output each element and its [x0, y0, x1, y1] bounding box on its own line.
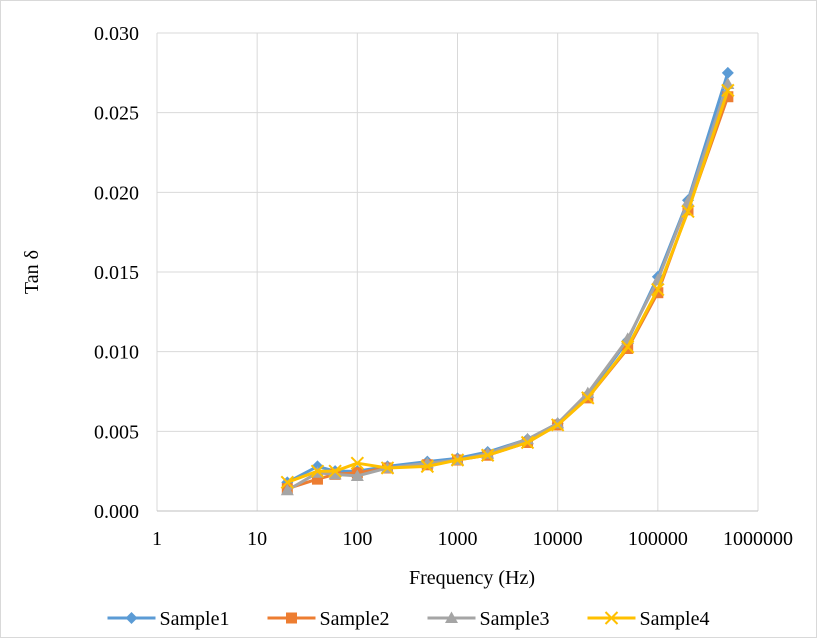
y-tick-label: 0.010: [94, 342, 139, 364]
data-point: [420, 459, 435, 474]
legend: Sample1 Sample2 Sample3 Sample4: [107, 608, 710, 630]
data-point: [480, 448, 495, 462]
legend-item-sample3: Sample3: [427, 608, 550, 630]
data-point: [310, 464, 325, 478]
data-point: [721, 83, 735, 98]
y-tick-label: 0.025: [94, 103, 139, 125]
series-sample4: [280, 83, 735, 490]
data-point: [350, 456, 365, 470]
tick-labels: 0.000 0.005 0.010 0.015 0.020 0.025 0.030 1 10 10…: [94, 23, 793, 550]
legend-item-sample4: Sample4: [587, 608, 710, 630]
data-point: [280, 475, 295, 490]
data-point: [651, 282, 665, 297]
legend-marker: [286, 612, 297, 624]
y-tick-label: 0.000: [94, 501, 139, 523]
legend-marker: [445, 611, 458, 623]
y-tick-label: 0.020: [94, 182, 139, 204]
x-tick-label: 100: [342, 528, 372, 550]
x-tick-label: 1: [152, 528, 162, 550]
x-tick-label: 1000000: [723, 528, 793, 550]
data-point: [328, 464, 342, 478]
x-tick-label: 10: [247, 528, 267, 550]
legend-label: Sample3: [480, 608, 550, 630]
y-tick-label: 0.005: [94, 421, 139, 443]
legend-item-sample1: Sample1: [107, 608, 230, 630]
series-area: [280, 66, 735, 496]
x-axis-title: Frequency (Hz): [409, 567, 535, 589]
legend-item-sample2: Sample2: [267, 608, 390, 630]
legend-marker: [125, 612, 138, 624]
legend-label: Sample2: [320, 608, 390, 630]
data-point: [450, 453, 465, 467]
legend-label: Sample4: [640, 608, 710, 630]
y-axis-title: Tan δ: [21, 250, 43, 294]
data-point: [721, 66, 734, 79]
x-tick-label: 10000: [533, 528, 583, 550]
y-tick-label: 0.030: [94, 23, 139, 45]
data-point: [620, 340, 635, 354]
data-point: [520, 435, 535, 450]
data-point: [350, 469, 364, 481]
data-point: [328, 467, 342, 480]
data-point: [311, 473, 323, 485]
data-point: [722, 91, 734, 103]
y-tick-label: 0.015: [94, 262, 139, 284]
legend-marker: [604, 611, 619, 625]
data-point: [652, 287, 664, 299]
data-point: [280, 483, 294, 496]
data-point: [550, 418, 565, 432]
x-tick-label: 100000: [628, 528, 688, 550]
data-point: [380, 461, 395, 475]
x-tick-label: 1000: [438, 528, 478, 550]
data-point: [681, 204, 695, 219]
data-point: [581, 391, 595, 405]
legend-label: Sample1: [160, 608, 230, 630]
